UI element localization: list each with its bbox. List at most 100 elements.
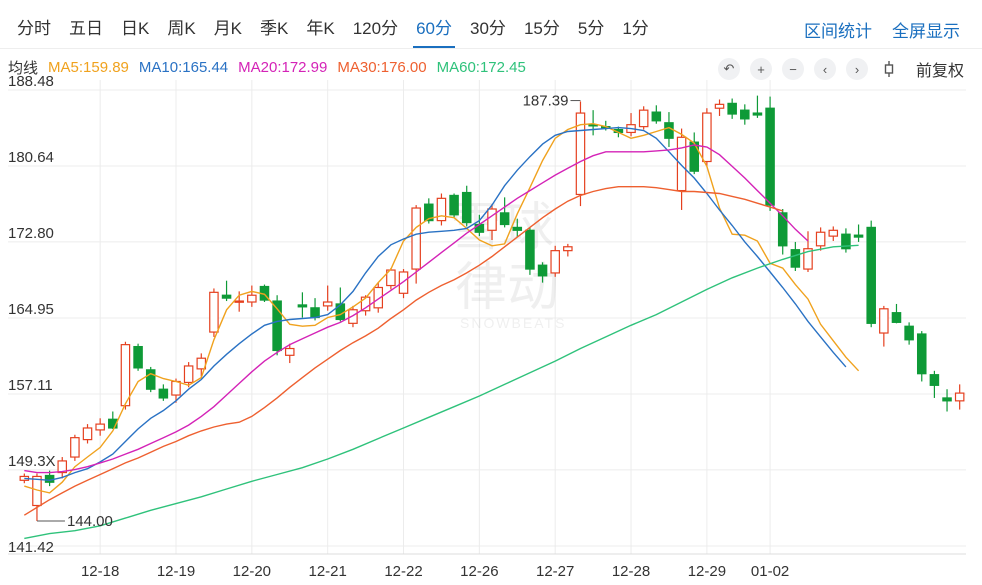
candle-style-icon[interactable] [878, 58, 900, 80]
candle-body-2 [44, 474, 55, 483]
y-axis: 188.48 180.64 172.80 164.95 157.11 149.3X 141.… [8, 73, 56, 556]
candle-body-66 [853, 234, 864, 238]
candle-body-22 [297, 304, 308, 308]
fullscreen-link[interactable]: 全屏显示 [892, 21, 960, 41]
candle-21 [284, 343, 295, 364]
candle-70 [904, 322, 914, 345]
legend-ma20: MA20:172.99 [238, 58, 328, 76]
candle-22 [297, 292, 308, 318]
candle-body-32 [424, 203, 434, 222]
candle-38 [499, 197, 510, 228]
candle-48 [626, 113, 636, 137]
tab-4[interactable]: 月K [213, 19, 243, 38]
candle-33 [436, 193, 447, 226]
candle-body-51 [664, 122, 674, 139]
candle-7 [108, 411, 118, 429]
tab-12[interactable]: 1分 [622, 19, 649, 38]
annotation-label-1: 144.00 [67, 513, 113, 530]
ma-line-ma60 [24, 244, 859, 540]
candle-body-60 [777, 212, 788, 247]
tab-11[interactable]: 5分 [577, 19, 605, 38]
candle-body-68 [879, 308, 889, 334]
y-tick-label-1: 180.64 [8, 149, 54, 166]
watermark-line3: SNOWBEATS [460, 315, 566, 331]
candle-body-73 [942, 397, 952, 402]
candle-67 [866, 220, 876, 328]
candle-body-30 [398, 271, 409, 294]
zoom-out-icon[interactable]: − [781, 58, 804, 80]
candle-body-6 [95, 423, 105, 431]
candle-body-21 [284, 347, 295, 356]
candle-65 [841, 228, 851, 253]
candle-body-43 [563, 246, 573, 252]
ma-line-ma5 [24, 122, 860, 494]
candle-body-34 [449, 194, 459, 216]
candle-32 [424, 198, 434, 224]
candle-body-40 [525, 229, 535, 270]
candle-49 [638, 106, 649, 130]
annotation-label-0: 187.39 [523, 93, 569, 110]
candle-body-18 [247, 294, 257, 303]
candle-30 [398, 269, 409, 299]
tab-0[interactable]: 分时 [17, 19, 51, 38]
avg-line-label: 均线 [8, 59, 39, 77]
x-tick-label-7: 12-28 [612, 563, 650, 580]
undo-icon[interactable]: ↶ [717, 58, 740, 80]
candle-body-9 [133, 345, 143, 369]
tab-3[interactable]: 周K [167, 19, 196, 38]
candle-8 [120, 341, 131, 410]
candle-9 [133, 343, 143, 371]
tab-1[interactable]: 五日 [69, 19, 103, 38]
candle-body-35 [461, 191, 472, 224]
zoom-in-icon[interactable]: + [749, 58, 772, 80]
candle-15 [209, 288, 219, 337]
candle-body-17 [234, 300, 244, 303]
legend-ma30: MA30:176.00 [337, 58, 427, 76]
right-links: 区间统计 全屏显示 [804, 9, 960, 49]
scroll-right-icon[interactable]: › [845, 58, 868, 80]
y-tick-label-3: 164.95 [8, 301, 54, 318]
tab-9[interactable]: 30分 [470, 19, 506, 38]
tab-5[interactable]: 季K [260, 19, 289, 38]
candle-52 [676, 128, 687, 210]
tab-8[interactable]: 60分 [407, 9, 461, 49]
x-tick-label-3: 12-21 [308, 563, 346, 580]
candle-42 [550, 245, 560, 277]
x-tick-label-8: 12-29 [688, 563, 726, 580]
candle-24 [322, 285, 333, 311]
tab-2[interactable]: 日K [121, 19, 150, 38]
scroll-left-icon[interactable]: ‹ [813, 58, 836, 80]
candle-71 [916, 331, 927, 382]
candle-28 [373, 282, 384, 313]
y-tick-label-2: 172.80 [8, 225, 54, 242]
x-axis: 12-18 12-19 12-20 12-21 12-22 12-26 12-27 12-28… [81, 563, 789, 580]
candle-63 [815, 227, 826, 251]
tab-10[interactable]: 15分 [523, 19, 560, 38]
candle-body-16 [221, 294, 232, 299]
candle-body-52 [676, 136, 687, 192]
candle-body-12 [171, 380, 181, 396]
tab-6[interactable]: 年K [306, 19, 335, 38]
ma-legend: 均线 MA5:159.89 MA10:165.44 MA20:172.99 MA… [8, 56, 526, 78]
tab-7[interactable]: 120分 [352, 19, 399, 38]
ma-line-ma30 [23, 186, 783, 516]
candle-body-69 [891, 312, 902, 323]
range-stats-link[interactable]: 区间统计 [804, 21, 872, 41]
adjust-mode-label[interactable]: 前复权 [915, 63, 964, 80]
candle-3 [57, 457, 68, 479]
candle-body-5 [82, 427, 93, 441]
candle-body-70 [904, 325, 914, 341]
candle-body-31 [411, 207, 421, 270]
candle-body-23 [310, 307, 320, 319]
candle-35 [461, 185, 472, 227]
candle-44 [575, 101, 586, 207]
x-tick-label-5: 12-26 [460, 563, 498, 580]
x-tick-label-6: 12-27 [536, 563, 574, 580]
candle-body-59 [765, 107, 775, 206]
candle-13 [183, 362, 194, 388]
candle-body-61 [790, 249, 801, 268]
candle-45 [588, 110, 598, 136]
candle-body-38 [499, 212, 510, 226]
candle-69 [891, 303, 902, 324]
